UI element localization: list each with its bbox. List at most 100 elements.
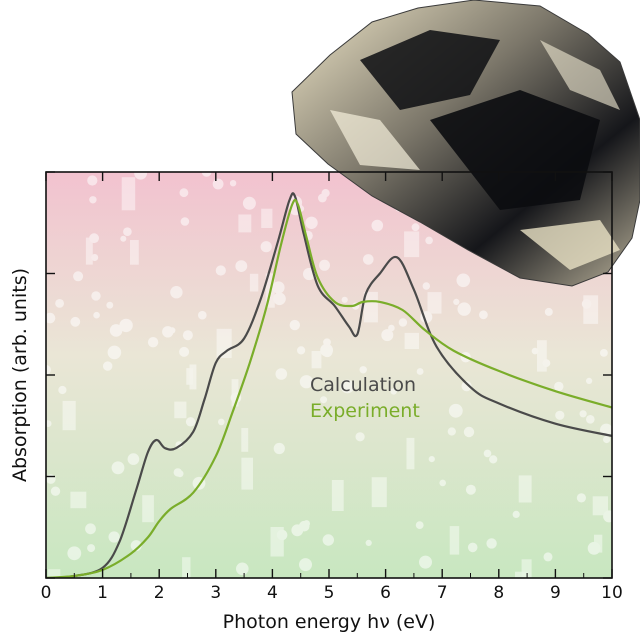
circuit-dot — [457, 302, 471, 316]
series-layer — [46, 192, 612, 578]
circuit-dot — [319, 259, 330, 271]
circuit-dot — [322, 346, 333, 358]
circuit-dot — [318, 193, 327, 203]
circuit-dot — [127, 453, 140, 465]
circuit-dot — [179, 188, 189, 198]
circuit-pad — [70, 491, 87, 509]
circuit-dot — [483, 449, 492, 458]
circuit-pad — [371, 477, 387, 508]
circuit-dot — [169, 327, 176, 334]
circuit-dot — [422, 282, 430, 290]
circuit-dot — [425, 236, 433, 245]
circuit-dot — [173, 468, 182, 477]
circuit-pad — [241, 457, 253, 490]
circuit-dot — [147, 337, 159, 348]
circuit-pad — [261, 208, 273, 228]
circuit-pad — [518, 475, 532, 503]
circuit-pad — [427, 292, 442, 314]
circuit-dot — [46, 474, 56, 484]
circuit-dot — [272, 281, 285, 294]
circuit-pad — [174, 401, 187, 419]
x-tick-label: 0 — [41, 583, 52, 603]
circuit-dot — [341, 296, 348, 303]
circuit-dot — [107, 345, 122, 360]
circuit-pad — [592, 496, 608, 516]
circuit-dot — [453, 298, 460, 305]
circuit-dot — [555, 410, 565, 420]
legend-item-calculation: Calculation — [310, 374, 416, 396]
circuit-pad — [186, 368, 193, 385]
circuit-dot — [91, 291, 101, 301]
circuit-dot — [185, 417, 196, 427]
circuit-dot — [273, 442, 285, 455]
circuit-dot — [235, 260, 248, 272]
circuit-dot — [89, 233, 99, 244]
circuit-pad — [231, 379, 239, 407]
circuit-dot — [215, 265, 226, 276]
circuit-dot — [212, 178, 224, 190]
x-tick-label: 8 — [493, 583, 504, 603]
circuit-dot — [106, 301, 114, 309]
circuit-dot — [415, 521, 424, 529]
legend: Calculation Experiment — [310, 374, 420, 422]
circuit-dot — [479, 310, 488, 320]
circuit-dot — [465, 484, 476, 495]
circuit-dot — [289, 319, 300, 331]
circuit-dot — [58, 385, 67, 395]
circuit-dot — [297, 346, 306, 355]
circuit-dot — [456, 273, 471, 288]
circuit-dot — [416, 368, 424, 375]
circuit-dot — [198, 310, 207, 320]
circuit-dot — [70, 316, 81, 327]
circuit-dot — [111, 461, 125, 475]
circuit-dot — [359, 366, 367, 374]
circuit-dot — [381, 329, 394, 342]
circuit-dot — [67, 546, 82, 561]
circuit-dot — [46, 365, 51, 375]
circuit-dot — [512, 510, 520, 518]
circuit-dot — [299, 375, 313, 389]
circuit-dot — [586, 415, 595, 424]
circuit-dot — [355, 432, 365, 442]
circuit-dot — [236, 562, 249, 576]
y-axis-title: Absorption (arb. units) — [9, 268, 31, 482]
circuit-dot — [109, 324, 123, 337]
circuit-dot — [581, 299, 592, 309]
circuit-dot — [323, 338, 331, 347]
circuit-pad — [583, 295, 599, 324]
circuit-dot — [275, 368, 288, 380]
circuit-dot — [448, 403, 463, 418]
circuit-pad — [238, 214, 252, 233]
x-tick-label: 5 — [324, 583, 335, 603]
circuit-dot — [603, 510, 612, 523]
circuit-pad — [404, 231, 420, 258]
circuit-dot — [303, 520, 310, 527]
circuit-dot — [447, 427, 456, 436]
circuit-dot — [130, 540, 142, 552]
circuit-dot — [554, 381, 564, 392]
y-axis-ticks — [46, 171, 612, 579]
circuit-dot — [46, 420, 52, 427]
circuit-pad — [189, 364, 197, 390]
circuit-pad — [130, 240, 139, 265]
circuit-dot — [388, 324, 395, 332]
circuit-pad — [249, 273, 259, 292]
circuit-dot — [579, 410, 587, 418]
circuit-dot — [50, 486, 61, 496]
circuit-dot — [531, 347, 539, 355]
circuit-dot — [305, 216, 318, 229]
circuit-dot — [411, 223, 420, 232]
circuit-dot — [467, 542, 478, 553]
circuit-dot — [544, 307, 553, 316]
circuit-dot — [586, 377, 593, 384]
circuit-dot — [242, 196, 256, 210]
circuit-dot — [73, 271, 84, 282]
circuit-dot — [276, 529, 288, 541]
circuit-pad — [449, 526, 460, 555]
circuit-dot — [87, 544, 96, 553]
x-axis-ticks: 0 1 2 3 4 5 6 7 8 9 10 — [41, 172, 623, 603]
circuit-dot — [320, 396, 328, 404]
circuit-pad — [537, 340, 547, 372]
crystal-photo — [291, 0, 640, 287]
